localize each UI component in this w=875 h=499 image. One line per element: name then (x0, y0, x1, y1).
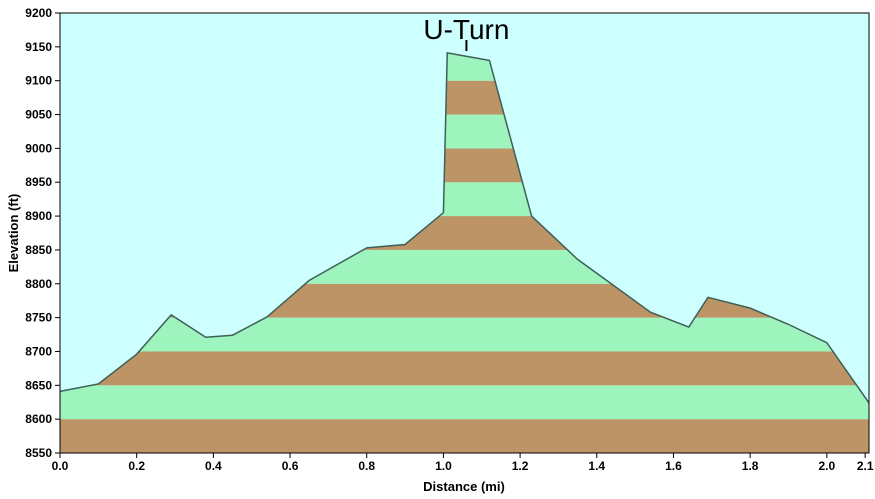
elevation-band (60, 351, 869, 386)
elevation-band (60, 317, 869, 352)
x-tick-label: 0.2 (128, 459, 145, 473)
x-tick-label: 2.1 (857, 459, 874, 473)
elevation-band (60, 419, 869, 453)
y-tick-label: 8900 (25, 209, 52, 223)
y-tick-label: 8600 (25, 412, 52, 426)
x-tick-label: 1.4 (588, 459, 605, 473)
y-tick-label: 9150 (25, 40, 52, 54)
u-turn-annotation: U-Turn (423, 14, 509, 51)
y-tick-label: 8950 (25, 175, 52, 189)
y-tick-label: 9200 (25, 6, 52, 20)
x-axis-title: Distance (mi) (423, 479, 505, 494)
x-tick-label: 2.0 (818, 459, 835, 473)
x-tick-label: 0.4 (205, 459, 222, 473)
y-tick-label: 9050 (25, 108, 52, 122)
elevation-band (60, 385, 869, 420)
y-tick-label: 8850 (25, 243, 52, 257)
y-tick-label: 8650 (25, 378, 52, 392)
x-axis: 0.0 0.2 0.4 0.6 0.8 1.0 1.2 1.4 1.6 1.8 2.0 2.1 (52, 453, 874, 473)
y-axis-title: Elevation (ft) (6, 194, 21, 273)
x-tick-label: 0.8 (358, 459, 375, 473)
x-tick-label: 0.6 (282, 459, 299, 473)
x-tick-label: 1.6 (665, 459, 682, 473)
u-turn-label: U-Turn (423, 14, 509, 45)
y-tick-label: 8700 (25, 344, 52, 358)
plot-frame (59, 12, 870, 454)
y-tick-label: 9000 (25, 141, 52, 155)
y-tick-label: 8550 (25, 446, 52, 460)
x-tick-label: 1.2 (512, 459, 529, 473)
x-tick-label: 0.0 (52, 459, 69, 473)
y-tick-label: 8800 (25, 277, 52, 291)
profile-outline (59, 52, 870, 404)
x-tick-label: 1.8 (742, 459, 759, 473)
y-tick-label: 9100 (25, 74, 52, 88)
y-axis: 8550 8600 8650 8700 8750 8800 8850 8900 8950 9000… (25, 6, 60, 460)
x-tick-label: 1.0 (435, 459, 452, 473)
y-tick-label: 8750 (25, 311, 52, 325)
